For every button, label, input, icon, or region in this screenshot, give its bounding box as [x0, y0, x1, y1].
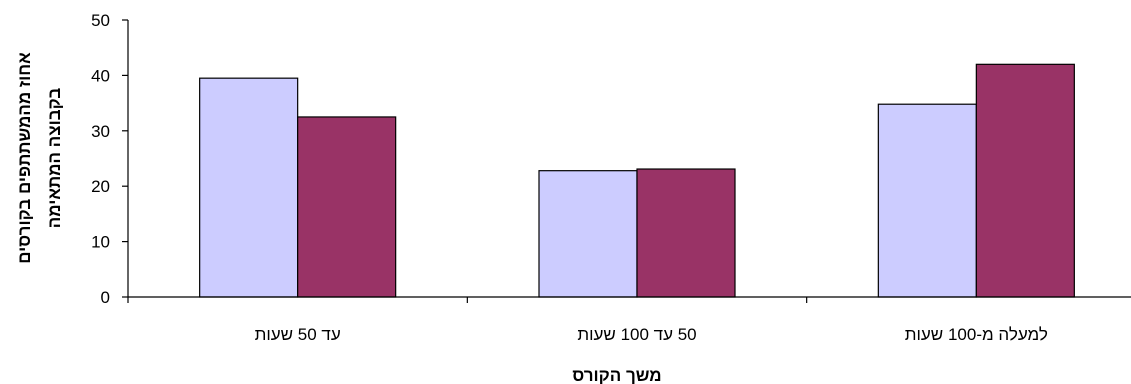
- plot-area: 0 10 20 30 40 50 עד 50 שעות 50 עד 100 שעות למעלה…: [91, 11, 1131, 344]
- y-tick-label-30: 30: [91, 122, 110, 141]
- bar-series-1-cat-2: [538, 170, 638, 298]
- x-tick-label-2: 50 עד 100 שעות: [577, 325, 696, 344]
- y-tick-label-40: 40: [91, 66, 110, 85]
- y-tick-label-20: 20: [91, 177, 110, 196]
- bar-series-2-cat-2: [636, 168, 736, 298]
- y-axis-title: אחוז מהמשתתפים בקורסים בקבוצה המתאימה: [15, 52, 64, 264]
- bar-series-2-cat-3: [975, 63, 1075, 298]
- y-axis-title-line-2: בקבוצה המתאימה: [45, 88, 64, 229]
- bar-series-1-cat-1: [199, 77, 299, 298]
- bar-series-1-cat-3: [877, 103, 977, 298]
- x-tick-label-3: למעלה מ-100 שעות: [905, 325, 1048, 344]
- y-tick-label-10: 10: [91, 233, 110, 252]
- bar-series-2-cat-1: [297, 116, 397, 298]
- y-tick-label-50: 50: [91, 11, 110, 30]
- x-axis-title: משך הקורס: [572, 366, 661, 384]
- y-tick-label-0: 0: [101, 288, 110, 307]
- y-axis-title-line-1: אחוז מהמשתתפים בקורסים: [15, 52, 34, 264]
- x-tick-label-1: עד 50 שעות: [255, 325, 341, 344]
